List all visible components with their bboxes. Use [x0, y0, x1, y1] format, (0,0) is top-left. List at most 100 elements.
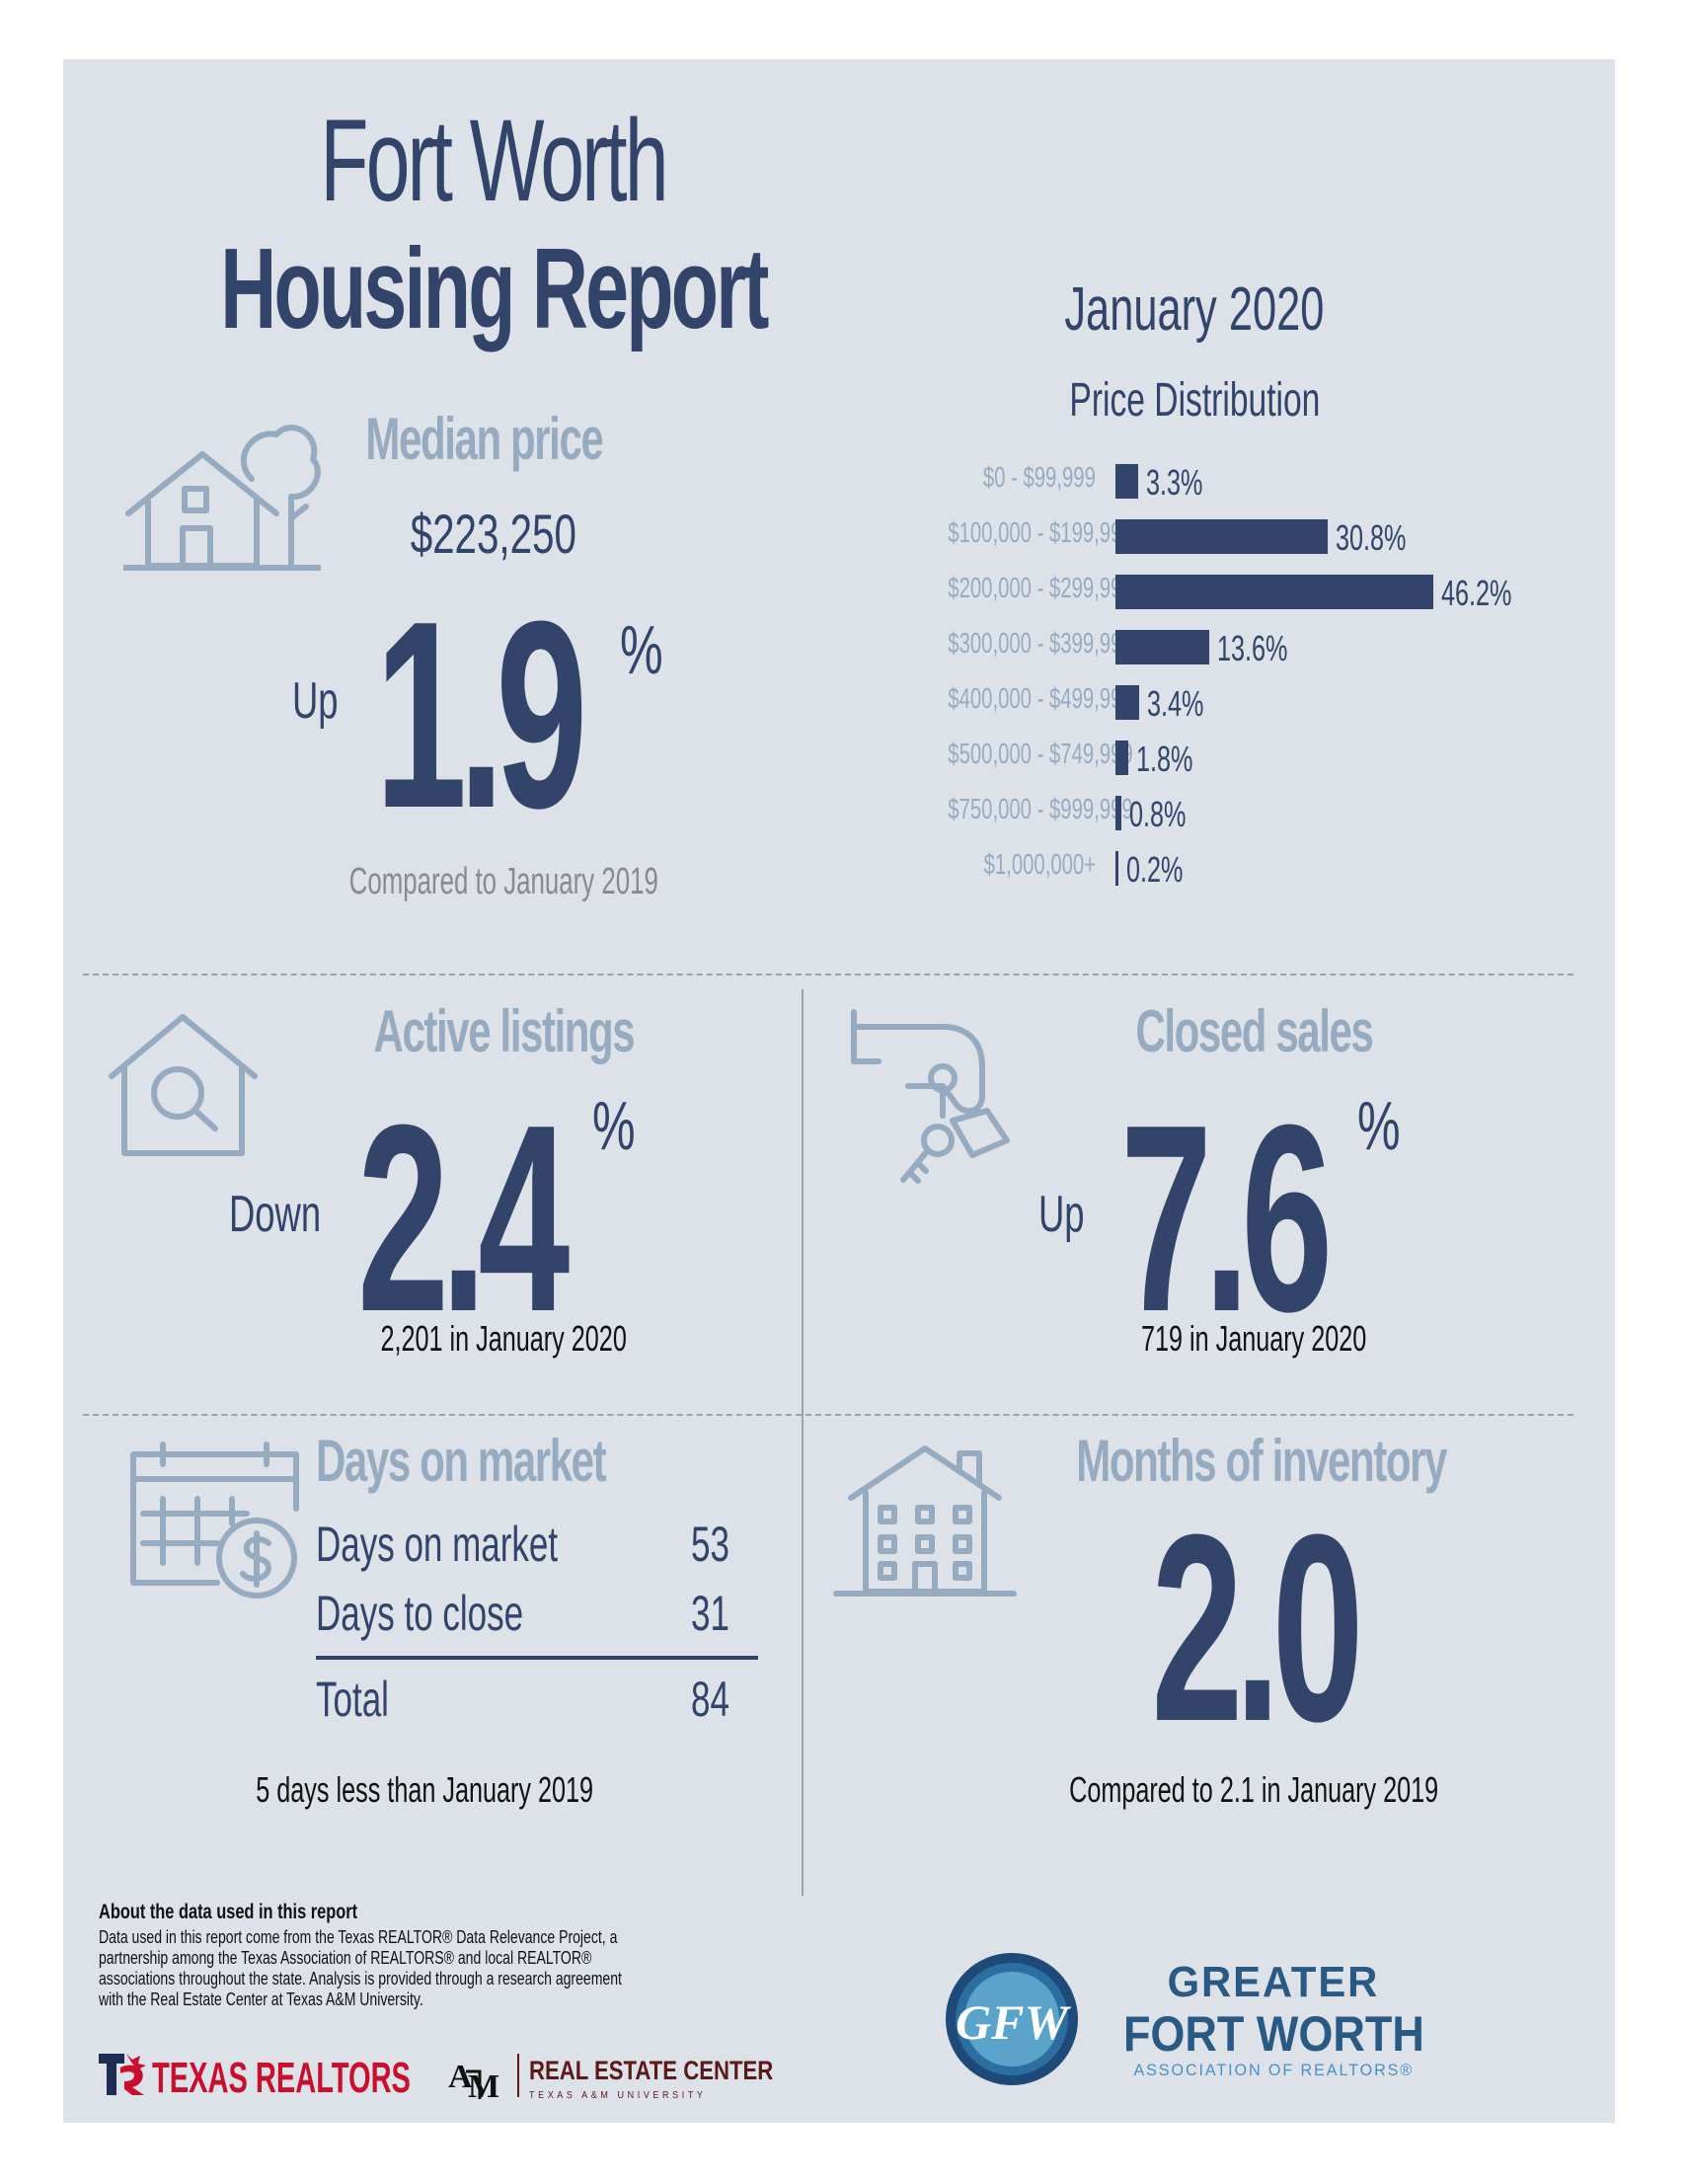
- median-price: $223,250: [336, 502, 652, 566]
- closed-change-pct: %: [1357, 1086, 1419, 1165]
- closed-title-text: Closed sales: [1134, 998, 1373, 1064]
- closed-change-pct-text: %: [1357, 1087, 1401, 1164]
- dom-row-value-2: 31: [691, 1585, 746, 1642]
- gfw-line-1: GREATER: [1167, 1958, 1380, 2006]
- about-title-text: About the data used in this report: [99, 1901, 358, 1923]
- title-line-1: Fort Worth: [118, 94, 869, 228]
- distribution-value: 0.8%: [1128, 794, 1187, 834]
- gfw-line-2: FORT WORTH: [1122, 2006, 1424, 2062]
- inventory-value: 2.0: [1046, 1496, 1461, 1762]
- dom-row-value-2-text: 31: [691, 1586, 729, 1641]
- real-estate-center-subtext: TEXAS A&M UNIVERSITY: [529, 2090, 707, 2101]
- distribution-bar: [1115, 519, 1328, 554]
- median-title: Median price: [296, 405, 671, 473]
- median-direction: Up: [292, 671, 357, 731]
- median-compare: Compared to January 2019: [276, 861, 711, 903]
- dom-title-text: Days on market: [316, 1428, 607, 1494]
- active-change-value-text: 2.4: [357, 1070, 570, 1367]
- distribution-value: 30.8%: [1335, 517, 1407, 558]
- divider-vertical: [802, 989, 804, 1896]
- about-line-4: with the Real Estate Center at Texas A&M…: [99, 1989, 423, 2009]
- calendar-dollar-icon: [130, 1442, 299, 1599]
- about-line-2: partnership among the Texas Association …: [99, 1948, 592, 1968]
- inventory-title-text: Months of inventory: [1076, 1428, 1447, 1494]
- distribution-label: $1,000,000+: [983, 849, 1096, 881]
- about-title: About the data used in this report: [99, 1901, 430, 1924]
- divider-middle: [83, 1414, 1573, 1416]
- distribution-bar: [1115, 741, 1128, 775]
- active-direction: Down: [229, 1185, 360, 1244]
- about-body: Data used in this report come from the T…: [99, 1927, 769, 2010]
- dom-row-value-1-text: 53: [691, 1517, 729, 1572]
- dom-detail: 5 days less than January 2019: [178, 1769, 671, 1811]
- report-period-text: January 2020: [1064, 275, 1325, 344]
- house-search-icon: [109, 1014, 258, 1156]
- dom-total-label-text: Total: [316, 1672, 389, 1727]
- active-change-pct: %: [592, 1086, 653, 1165]
- gfw-monogram: GFW: [956, 1994, 1071, 2050]
- gfw-association-logo[interactable]: GFW GREATER FORT WORTH ASSOCIATION OF RE…: [943, 1950, 1456, 2098]
- closed-change-value: 7.6: [1120, 1086, 1449, 1353]
- about-line-3: associations throughout the state. Analy…: [99, 1969, 622, 1989]
- distribution-value: 3.4%: [1146, 683, 1204, 724]
- inventory-value-text: 2.0: [1151, 1480, 1364, 1777]
- distribution-bar: [1115, 464, 1138, 499]
- dom-row-value-1: 53: [691, 1516, 746, 1573]
- distribution-label: $300,000 - $399,999: [948, 628, 1133, 660]
- distribution-label: $0 - $99,999: [982, 462, 1096, 494]
- svg-text:A: A: [448, 2059, 473, 2095]
- distribution-label: $400,000 - $499,999: [948, 683, 1133, 715]
- distribution-value: 3.3%: [1146, 462, 1203, 503]
- median-change-pct-text: %: [620, 611, 663, 688]
- inventory-detail: Compared to 2.1 in January 2019: [948, 1769, 1560, 1811]
- distribution-label: $500,000 - $749,999: [948, 739, 1133, 770]
- active-detail-text: 2,201 in January 2020: [380, 1318, 627, 1359]
- dom-row-label-1: Days on market: [316, 1516, 661, 1573]
- dom-total-value: 84: [691, 1671, 746, 1728]
- texas-am-mark-icon: A M: [448, 2059, 499, 2101]
- distribution-bar: [1115, 575, 1433, 609]
- distribution-value: 1.8%: [1135, 739, 1192, 779]
- distribution-value: 0.2%: [1126, 849, 1184, 890]
- dom-total-label: Total: [316, 1671, 421, 1728]
- distribution-title-text: Price Distribution: [1069, 374, 1320, 427]
- gfw-seal-icon: GFW: [946, 1953, 1078, 2085]
- active-change-value: 2.4: [357, 1086, 686, 1353]
- active-title-text: Active listings: [373, 998, 635, 1064]
- active-change-pct-text: %: [592, 1087, 636, 1164]
- gfw-line-3: ASSOCIATION OF REALTORS®: [1133, 2061, 1414, 2079]
- dom-title: Days on market: [316, 1427, 729, 1495]
- svg-text:M: M: [468, 2068, 499, 2101]
- distribution-value: 13.6%: [1216, 628, 1288, 668]
- title-line-2-text: Housing Report: [220, 224, 769, 352]
- dom-total-value-text: 84: [691, 1672, 729, 1727]
- texas-realtors-text: TEXAS REALTORS: [152, 2054, 411, 2102]
- report-panel: [63, 59, 1615, 2123]
- distribution-title: Price Distribution: [1007, 373, 1382, 428]
- active-title: Active listings: [296, 997, 711, 1065]
- dom-total-rule: [316, 1656, 758, 1660]
- logo-separator: [517, 2054, 519, 2097]
- closed-detail-text: 719 in January 2020: [1140, 1318, 1367, 1359]
- active-direction-text: Down: [229, 1186, 322, 1243]
- apartment-building-icon: [833, 1445, 1017, 1597]
- distribution-bar: [1115, 685, 1139, 720]
- median-compare-text: Compared to January 2019: [348, 861, 658, 902]
- title-line-2: Housing Report: [69, 222, 918, 354]
- closed-direction-text: Up: [1038, 1186, 1085, 1243]
- divider-top: [83, 974, 1573, 975]
- distribution-label: $100,000 - $199,999: [948, 517, 1133, 549]
- about-line-1: Data used in this report come from the T…: [99, 1927, 618, 1947]
- title-line-1-text: Fort Worth: [320, 96, 669, 226]
- texas-realtors-logo[interactable]: TEXAS REALTORS: [97, 2052, 427, 2102]
- closed-title: Closed sales: [1046, 997, 1461, 1065]
- median-title-text: Median price: [365, 406, 603, 472]
- dom-detail-text: 5 days less than January 2019: [256, 1769, 593, 1810]
- real-estate-center-logo[interactable]: A M REAL ESTATE CENTER TEXAS A&M UNIVERS…: [446, 2052, 802, 2103]
- median-change-value: 1.9: [375, 583, 704, 849]
- distribution-value: 46.2%: [1441, 573, 1512, 613]
- house-tree-icon: [123, 425, 321, 571]
- distribution-bar: [1115, 796, 1121, 830]
- distribution-bar: [1115, 851, 1118, 886]
- median-change-value-text: 1.9: [375, 567, 587, 864]
